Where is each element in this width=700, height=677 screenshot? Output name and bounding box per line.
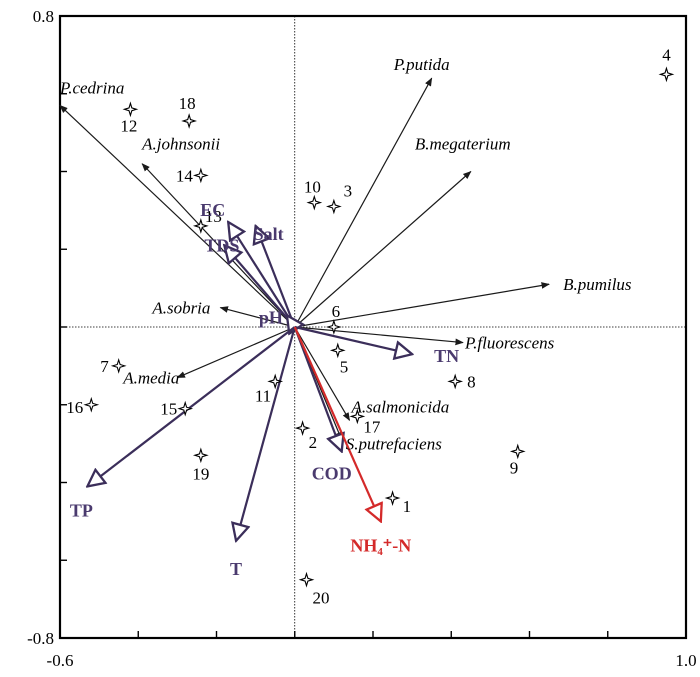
site-marker-5 [329,342,346,359]
env-label-tp: TP [70,500,93,520]
x-tick-label: 1.0 [675,651,696,670]
site-label-19: 19 [192,464,209,483]
site-label-12: 12 [120,116,137,135]
env-label-tds: TDS [204,235,239,255]
site-marker-16 [83,396,100,413]
species-label-a-media: A.media [122,369,179,388]
site-label-7: 7 [100,357,109,376]
site-marker-6 [325,319,342,335]
species-arrow-b-pumilus [294,282,550,328]
env-arrow-tds [224,245,296,328]
species-label-a-salmonicida: A.salmonicida [351,397,450,416]
site-label-10: 10 [304,178,321,197]
site-label-11: 11 [255,386,271,405]
species-label-b-megaterium: B.megaterium [415,135,511,154]
site-marker-7 [110,357,127,374]
species-arrow-p-putida [294,77,433,328]
site-label-6: 6 [332,302,341,321]
env-arrow-cod [293,326,342,451]
site-marker-14 [192,167,209,184]
site-label-17: 17 [363,417,381,436]
site-marker-12 [122,101,139,118]
species-arrow-p-cedrina [59,104,296,328]
env-label-tn: TN [434,346,459,366]
site-label-8: 8 [467,372,476,391]
species-arrow-a-media [176,326,295,379]
site-marker-15 [177,400,194,417]
species-arrow-a-sobria [219,306,295,328]
env-label-salt: Salt [254,224,284,244]
species-arrow-b-megaterium [294,170,472,328]
site-label-4: 4 [662,45,671,64]
site-marker-13 [192,218,209,234]
site-marker-19 [192,447,209,464]
env-arrow-tn [294,325,412,354]
env-arrow-tp [87,326,296,486]
site-label-1: 1 [403,497,412,516]
env-label-ph: pH [259,307,283,327]
axis-ticks [59,15,687,639]
site-marker-17 [349,408,366,425]
species-label-b-pumilus: B.pumilus [563,275,632,294]
site-label-2: 2 [309,433,318,452]
site-label-18: 18 [179,94,196,113]
site-label-13: 13 [205,207,222,226]
site-marker-18 [181,113,198,129]
species-label-a-sobria: A.sobria [151,299,210,318]
species-label-p-putida: P.putida [393,55,450,74]
env-label-ec: EC [200,200,225,220]
species-arrow-a-johnsonii [141,163,296,328]
site-marker-8 [447,373,464,390]
env-arrow-nh-n [293,326,381,521]
site-marker-1 [384,490,401,506]
site-marker-10 [306,194,323,211]
site-marker-20 [298,571,315,588]
env-arrow-ph [287,315,295,327]
species-label-a-johnsonii: A.johnsonii [141,135,220,154]
site-marker-2 [294,420,311,436]
env-label-cod: COD [312,463,352,483]
site-label-3: 3 [344,181,353,200]
x-tick-label: -0.6 [47,651,74,670]
env-label-t: T [230,559,242,579]
site-label-14: 14 [176,166,194,185]
tick-labels: -0.6 1.0 0.8 -0.8 [27,7,697,670]
y-tick-label: -0.8 [27,629,54,648]
env-label-nh-n: NH₄⁺-N [350,535,411,555]
chart-labels: 1234567891011121314151617181920P.cedrina… [59,45,671,607]
site-label-9: 9 [510,458,519,477]
site-marker-9 [509,443,526,460]
species-arrow-p-fluorescens [294,326,464,346]
site-marker-4 [658,66,675,83]
site-marker-11 [267,373,284,390]
species-label-s-putrefaciens: S.putrefaciens [346,435,443,454]
env-arrow-ec [228,222,296,328]
site-label-16: 16 [66,398,83,417]
zero-lines [60,16,686,638]
species-label-p-cedrina: P.cedrina [59,78,124,97]
species-label-p-fluorescens: P.fluorescens [464,334,555,353]
site-label-20: 20 [312,589,329,608]
site-markers [83,66,675,588]
y-tick-label: 0.8 [33,7,54,26]
species-arrow-a-salmonicida [294,326,351,422]
site-label-5: 5 [340,357,349,376]
site-label-15: 15 [160,400,177,419]
environmental-arrows [87,222,412,541]
env-arrow-salt [256,226,296,328]
env-arrow-t [236,326,296,541]
site-marker-3 [325,198,342,215]
